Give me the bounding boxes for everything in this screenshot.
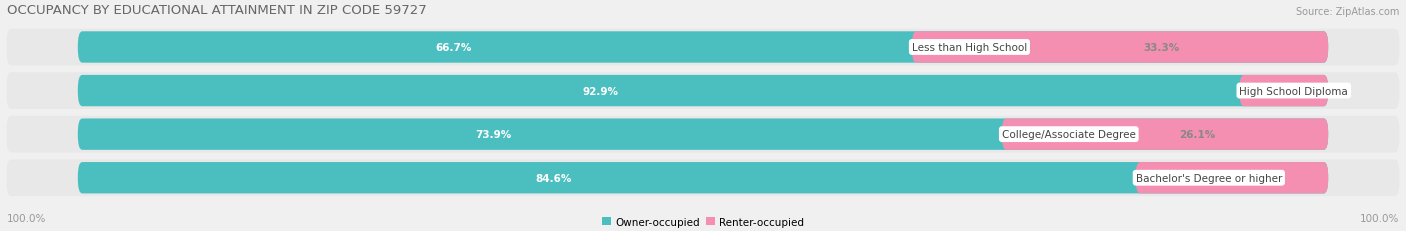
FancyBboxPatch shape: [7, 30, 1399, 66]
FancyBboxPatch shape: [77, 76, 1329, 107]
Legend: Owner-occupied, Renter-occupied: Owner-occupied, Renter-occupied: [598, 213, 808, 231]
Text: Bachelor's Degree or higher: Bachelor's Degree or higher: [1136, 173, 1282, 183]
Text: 92.9%: 92.9%: [582, 86, 619, 96]
FancyBboxPatch shape: [7, 116, 1399, 153]
FancyBboxPatch shape: [1002, 119, 1329, 150]
FancyBboxPatch shape: [7, 73, 1399, 109]
FancyBboxPatch shape: [77, 32, 1329, 63]
FancyBboxPatch shape: [912, 32, 1329, 63]
Text: 66.7%: 66.7%: [434, 43, 471, 53]
Text: 100.0%: 100.0%: [7, 213, 46, 224]
Text: High School Diploma: High School Diploma: [1240, 86, 1348, 96]
Text: 73.9%: 73.9%: [475, 130, 512, 140]
Text: 84.6%: 84.6%: [536, 173, 572, 183]
Text: OCCUPANCY BY EDUCATIONAL ATTAINMENT IN ZIP CODE 59727: OCCUPANCY BY EDUCATIONAL ATTAINMENT IN Z…: [7, 4, 426, 17]
Text: 33.3%: 33.3%: [1143, 43, 1180, 53]
Text: Less than High School: Less than High School: [912, 43, 1026, 53]
FancyBboxPatch shape: [1136, 162, 1329, 194]
FancyBboxPatch shape: [1240, 76, 1329, 107]
FancyBboxPatch shape: [7, 160, 1399, 196]
FancyBboxPatch shape: [77, 162, 1329, 194]
Text: 15.4%: 15.4%: [1233, 173, 1270, 183]
Text: Source: ZipAtlas.com: Source: ZipAtlas.com: [1296, 6, 1399, 17]
FancyBboxPatch shape: [77, 119, 1329, 150]
Text: 7.1%: 7.1%: [1278, 86, 1308, 96]
Text: 100.0%: 100.0%: [1360, 213, 1399, 224]
Text: 26.1%: 26.1%: [1180, 130, 1216, 140]
Text: College/Associate Degree: College/Associate Degree: [1002, 130, 1136, 140]
